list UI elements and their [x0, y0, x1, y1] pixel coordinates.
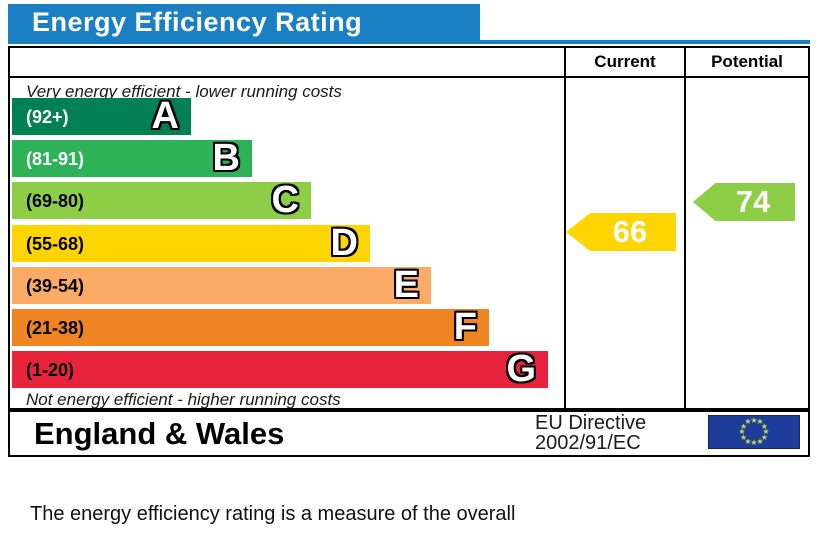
potential-column-divider	[684, 48, 686, 408]
band-E: (39-54) E	[12, 264, 431, 306]
band-A: (92+) A	[12, 95, 191, 137]
band-G: (1-20) G	[12, 348, 548, 390]
current-rating-arrow: 66	[566, 213, 676, 251]
band-letter-D: D	[330, 222, 358, 264]
band-letter-B: B	[212, 137, 240, 179]
band-range-G: (1-20)	[26, 360, 75, 380]
current-column-divider	[564, 48, 566, 408]
top-note: Very energy efficient - lower running co…	[26, 82, 342, 101]
band-range-E: (39-54)	[26, 276, 85, 296]
band-letter-G: G	[506, 348, 536, 390]
eu-flag-star: ★	[760, 421, 768, 431]
band-B: (81-91) B	[12, 137, 252, 179]
band-range-A: (92+)	[26, 107, 69, 127]
eu-directive-line1: EU Directive	[535, 412, 647, 434]
band-letter-F: F	[453, 306, 477, 348]
eu-flag-star: ★	[740, 421, 748, 431]
table-header-row: Current Potential	[10, 48, 808, 78]
band-range-D: (55-68)	[26, 234, 85, 254]
description-line-1: The energy efficiency rating is a measur…	[30, 503, 516, 525]
footer: England & Wales EU Directive 2002/91/EC …	[8, 410, 810, 457]
region-label: England & Wales	[34, 416, 285, 451]
band-D: (55-68) D	[12, 222, 370, 264]
potential-column-header: Potential	[711, 52, 783, 71]
band-range-C: (69-80)	[26, 191, 85, 211]
title-rule	[8, 40, 810, 44]
description-text: The energy efficiency rating is a measur…	[30, 461, 560, 547]
eu-flag-star: ★	[756, 417, 764, 427]
eu-flag-icon: ★ ★ ★ ★ ★ ★ ★ ★ ★ ★ ★ ★	[708, 415, 800, 449]
band-range-B: (81-91)	[26, 149, 85, 169]
page-title: Energy Efficiency Rating	[32, 6, 363, 37]
eu-directive-label: EU Directive 2002/91/EC	[535, 413, 646, 453]
eu-flag-star: ★	[744, 417, 752, 427]
eu-flag-star: ★	[762, 427, 770, 436]
band-range-F: (21-38)	[26, 318, 85, 338]
eu-flag-star: ★	[744, 436, 752, 446]
bottom-note: Not energy efficient - higher running co…	[26, 390, 341, 409]
eu-flag-star: ★	[750, 438, 758, 447]
potential-rating-arrow: 74	[693, 183, 795, 221]
eu-flag-star: ★	[738, 427, 746, 436]
band-F: (21-38) F	[12, 306, 489, 348]
eu-flag-star: ★	[750, 416, 758, 425]
current-rating-value: 66	[612, 214, 648, 249]
eu-flag-star: ★	[740, 432, 748, 442]
band-letter-E: E	[393, 264, 419, 306]
eu-directive-line2: 2002/91/EC	[535, 432, 641, 454]
eu-flag-star: ★	[760, 432, 768, 442]
band-letter-A: A	[151, 95, 179, 137]
eu-flag-star: ★	[756, 436, 764, 446]
rating-table: Current Potential Very energy efficient …	[8, 46, 810, 410]
band-C: (69-80) C	[12, 179, 311, 221]
title-bar: Energy Efficiency Rating	[8, 4, 480, 40]
current-column-header: Current	[594, 52, 656, 71]
band-letter-C: C	[271, 179, 299, 221]
potential-rating-value: 74	[735, 184, 771, 219]
